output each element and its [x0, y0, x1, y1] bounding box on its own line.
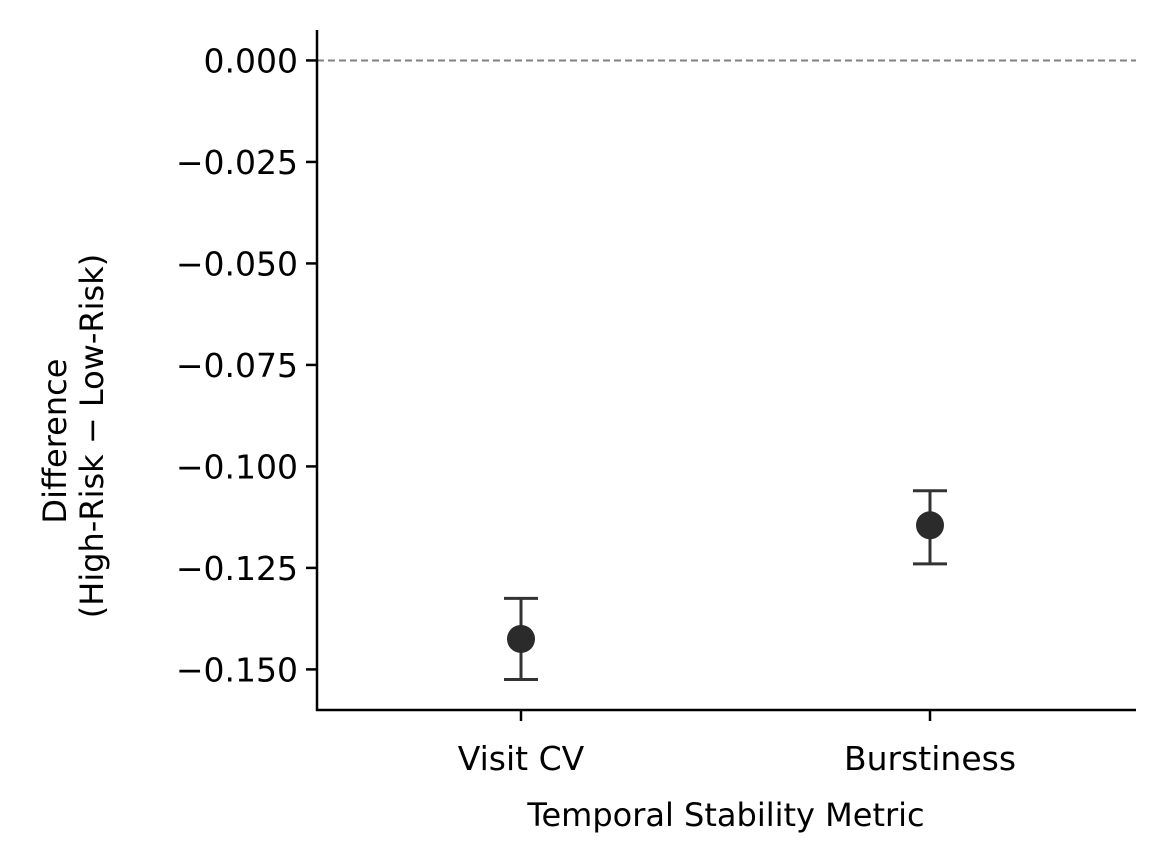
x-tick-label: Burstiness [844, 739, 1016, 778]
y-tick-label: −0.125 [176, 549, 298, 588]
y-tick-label: −0.100 [176, 447, 298, 486]
x-tick-label: Visit CV [458, 739, 585, 778]
y-axis-label-line-2: (High-Risk − Low-Risk) [73, 254, 111, 618]
y-tick-label: −0.025 [176, 143, 298, 182]
x-axis-label: Temporal Stability Metric [526, 796, 924, 834]
data-point-visit-cv [507, 624, 535, 653]
y-axis-label: Difference (High-Risk − Low-Risk) [36, 254, 111, 618]
data-point-burstiness [916, 511, 944, 540]
y-tick-label: −0.150 [176, 650, 298, 689]
y-tick-label: 0.000 [204, 41, 298, 80]
y-axis-label-line-1: Difference [36, 359, 74, 524]
y-tick-label: −0.075 [176, 346, 298, 385]
y-tick-label: −0.050 [176, 244, 298, 283]
